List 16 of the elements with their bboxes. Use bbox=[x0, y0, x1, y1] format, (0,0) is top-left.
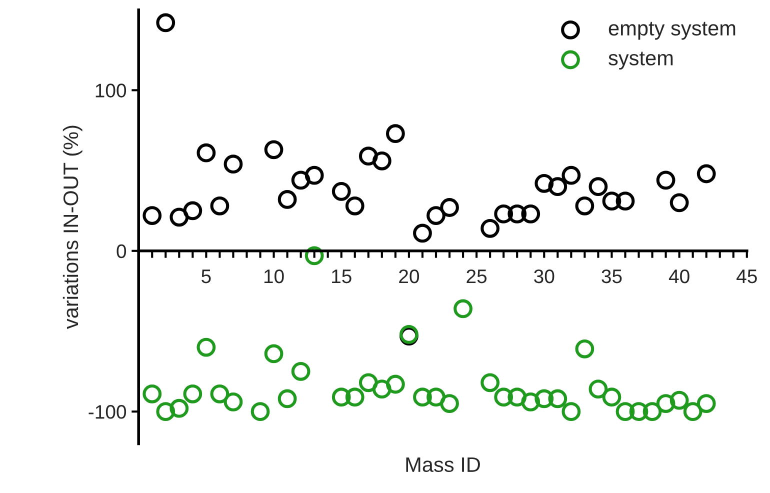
legend-label: empty system bbox=[608, 22, 736, 40]
x-tick-label: 5 bbox=[202, 270, 211, 284]
x-axis-title: Mass ID bbox=[406, 457, 480, 472]
x-tick-label: 15 bbox=[332, 270, 352, 284]
x-tick-label: 20 bbox=[399, 269, 420, 284]
x-tick-label: 30 bbox=[534, 269, 554, 284]
x-tick-label: 35 bbox=[602, 269, 622, 284]
x-tick-label: 25 bbox=[466, 269, 487, 284]
y-tick-label: 100 bbox=[96, 84, 126, 98]
x-tick-label: 45 bbox=[736, 270, 757, 284]
y-tick-label: 0 bbox=[116, 244, 126, 258]
y-axis-title: variations IN-OUT (%) bbox=[62, 126, 82, 329]
x-tick-label: 40 bbox=[668, 269, 690, 284]
legend-label: system bbox=[608, 52, 673, 70]
y-tick-label: -100 bbox=[88, 405, 126, 419]
x-tick-label: 10 bbox=[264, 269, 284, 284]
